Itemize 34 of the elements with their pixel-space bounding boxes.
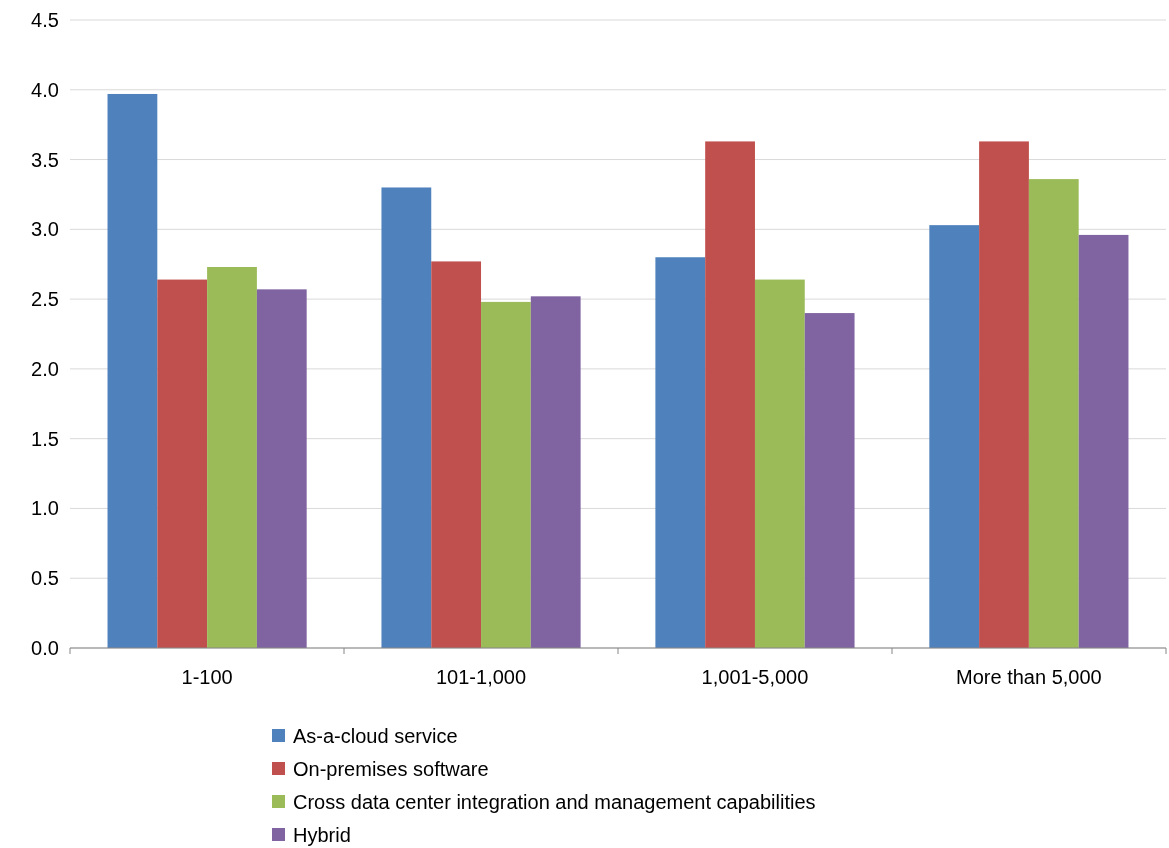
y-tick-label: 2.0 xyxy=(31,357,59,380)
x-tick-label: More than 5,000 xyxy=(956,666,1102,688)
bar xyxy=(1078,234,1129,648)
bar xyxy=(804,313,855,648)
bar xyxy=(381,187,432,648)
bar xyxy=(431,261,482,648)
bar xyxy=(530,296,581,648)
bar xyxy=(929,225,980,648)
y-tick-label: 3.0 xyxy=(31,218,59,241)
y-tick-label: 4.5 xyxy=(31,9,59,31)
y-tick-label: 0.0 xyxy=(31,637,59,659)
y-tick-label: 2.5 xyxy=(31,288,59,311)
y-tick-label: 1.0 xyxy=(31,497,59,520)
y-tick-label: 1.5 xyxy=(31,427,59,450)
bar xyxy=(207,267,257,648)
bar xyxy=(754,279,805,648)
bar xyxy=(705,141,755,648)
legend-label: On-premises software xyxy=(293,758,489,780)
bar xyxy=(107,93,158,648)
bar xyxy=(1028,179,1079,648)
y-tick-label: 0.5 xyxy=(31,567,59,590)
legend-label: Hybrid xyxy=(293,824,351,846)
x-tick-label: 1,001-5,000 xyxy=(701,666,809,688)
bar xyxy=(655,257,706,648)
legend-label: Cross data center integration and management capabilities xyxy=(293,791,816,813)
bar xyxy=(979,141,1029,648)
x-tick-label: 1-100 xyxy=(181,666,233,688)
bar xyxy=(256,289,307,648)
y-tick-label: 4.0 xyxy=(31,78,59,101)
legend-label: As-a-cloud service xyxy=(293,725,458,747)
bar xyxy=(157,279,208,648)
bar xyxy=(481,301,531,648)
y-tick-label: 3.5 xyxy=(31,148,59,171)
x-tick-label: 101-1,000 xyxy=(436,666,527,688)
